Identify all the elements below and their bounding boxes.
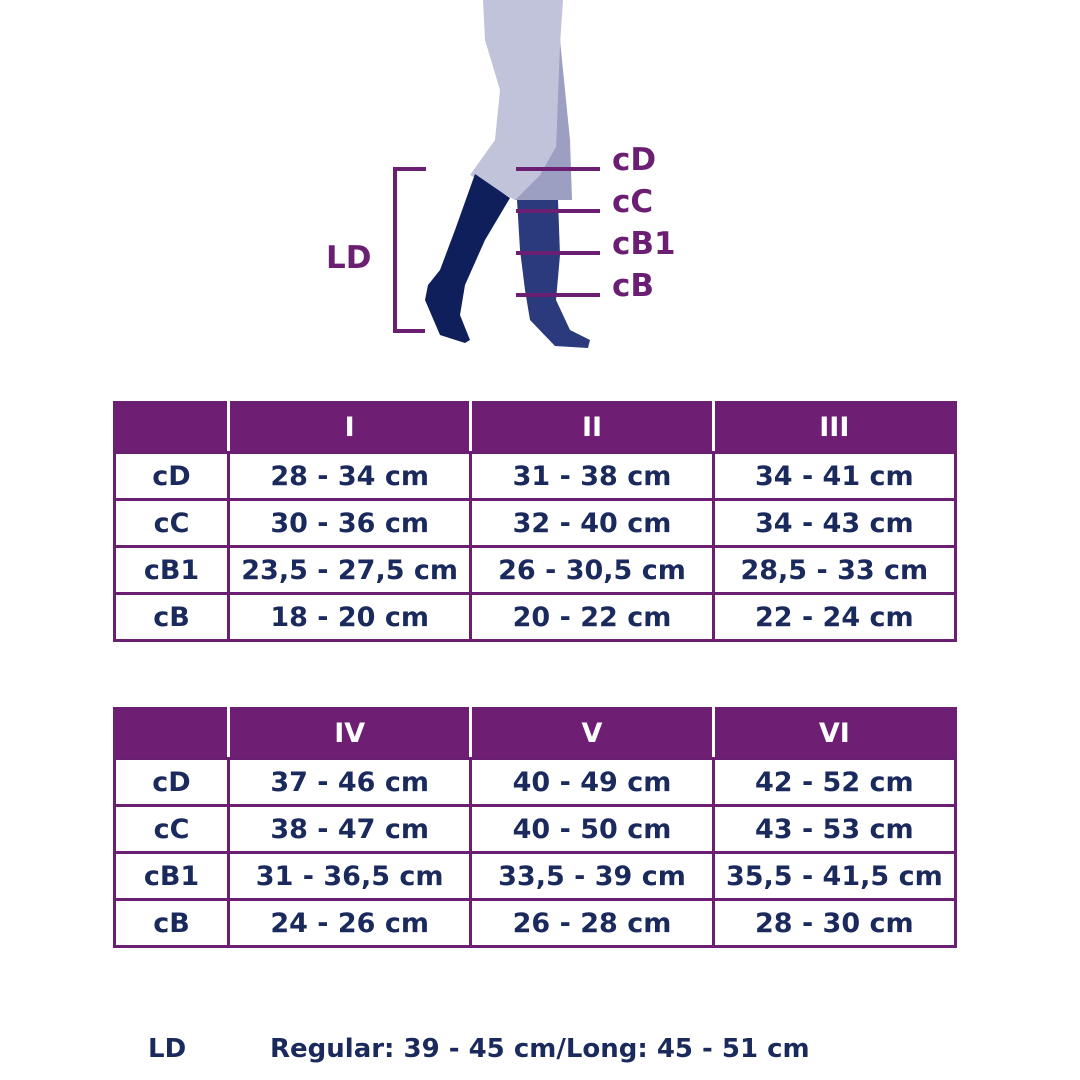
- cb-label: cB: [612, 268, 655, 304]
- back-sock: [517, 200, 590, 348]
- table-row: cB 24 - 26 cm 26 - 28 cm 28 - 30 cm: [113, 898, 958, 948]
- header-cell: II: [469, 401, 715, 454]
- cell: 28,5 - 33 cm: [711, 545, 958, 595]
- row-label: cB1: [113, 851, 230, 901]
- leg-illustration: [393, 0, 600, 348]
- cell: 26 - 30,5 cm: [469, 545, 715, 595]
- cell: 22 - 24 cm: [711, 592, 958, 642]
- back-leg-mid: [515, 140, 565, 200]
- cell: 34 - 43 cm: [711, 498, 958, 548]
- row-label: cB: [113, 898, 230, 948]
- cell: 24 - 26 cm: [226, 898, 473, 948]
- cell: 40 - 50 cm: [469, 804, 715, 854]
- row-label: cD: [113, 757, 230, 807]
- table-row: cB 18 - 20 cm 20 - 22 cm 22 - 24 cm: [113, 592, 958, 642]
- header-cell: V: [469, 707, 715, 760]
- header-row: I II III: [113, 401, 958, 454]
- row-label: cB: [113, 592, 230, 642]
- cc-label: cC: [612, 184, 654, 220]
- front-leg: [470, 0, 563, 200]
- cell: 42 - 52 cm: [711, 757, 958, 807]
- cell: 18 - 20 cm: [226, 592, 473, 642]
- ld-bracket: [393, 167, 426, 333]
- cell: 28 - 34 cm: [226, 451, 473, 501]
- table-row: cC 38 - 47 cm 40 - 50 cm 43 - 53 cm: [113, 804, 958, 854]
- header-cell: I: [226, 401, 473, 454]
- header-row: IV V VI: [113, 707, 958, 760]
- cell: 37 - 46 cm: [226, 757, 473, 807]
- front-sock: [425, 174, 510, 343]
- footer-label: LD: [148, 1034, 187, 1064]
- header-cell: III: [711, 401, 958, 454]
- row-label: cC: [113, 498, 230, 548]
- footer-length-text: Regular: 39 - 45 cm/Long: 45 - 51 cm: [270, 1034, 810, 1064]
- cell: 30 - 36 cm: [226, 498, 473, 548]
- cell: 40 - 49 cm: [469, 757, 715, 807]
- cell: 28 - 30 cm: [711, 898, 958, 948]
- table-row: cB1 31 - 36,5 cm 33,5 - 39 cm 35,5 - 41,5 c…: [113, 851, 958, 901]
- size-table-2: IV V VI cD 37 - 46 cm 40 - 49 cm 42 - 52 cm…: [113, 707, 958, 948]
- cb1-label: cB1: [612, 226, 676, 262]
- cd-label: cD: [612, 142, 657, 178]
- cell: 20 - 22 cm: [469, 592, 715, 642]
- cell: 43 - 53 cm: [711, 804, 958, 854]
- cell: 31 - 38 cm: [469, 451, 715, 501]
- ld-label: LD: [326, 240, 372, 276]
- cell: 31 - 36,5 cm: [226, 851, 473, 901]
- header-cell: IV: [226, 707, 473, 760]
- cell: 23,5 - 27,5 cm: [226, 545, 473, 595]
- header-cell: VI: [711, 707, 958, 760]
- cell: 38 - 47 cm: [226, 804, 473, 854]
- row-label: cD: [113, 451, 230, 501]
- row-label: cB1: [113, 545, 230, 595]
- cell: 33,5 - 39 cm: [469, 851, 715, 901]
- table-row: cD 37 - 46 cm 40 - 49 cm 42 - 52 cm: [113, 757, 958, 807]
- cell: 35,5 - 41,5 cm: [711, 851, 958, 901]
- cell: 26 - 28 cm: [469, 898, 715, 948]
- row-label: cC: [113, 804, 230, 854]
- header-cell: [113, 401, 230, 454]
- table-row: cB1 23,5 - 27,5 cm 26 - 30,5 cm 28,5 - 33 c…: [113, 545, 958, 595]
- size-table-1: I II III cD 28 - 34 cm 31 - 38 cm 34 - 41 c…: [113, 401, 958, 642]
- header-cell: [113, 707, 230, 760]
- table-row: cD 28 - 34 cm 31 - 38 cm 34 - 41 cm: [113, 451, 958, 501]
- cell: 34 - 41 cm: [711, 451, 958, 501]
- table-row: cC 30 - 36 cm 32 - 40 cm 34 - 43 cm: [113, 498, 958, 548]
- cell: 32 - 40 cm: [469, 498, 715, 548]
